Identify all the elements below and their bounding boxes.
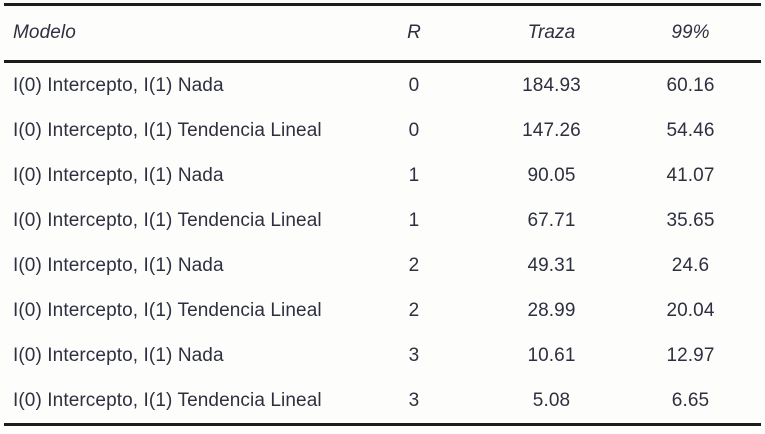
header-row: Modelo R Traza 99%: [4, 4, 761, 63]
table-row: I(0) Intercepto, I(1) Tendencia Lineal 1 6…: [4, 198, 761, 243]
table-row: I(0) Intercepto, I(1) Tendencia Lineal 2 2…: [4, 288, 761, 333]
cell-modelo: I(0) Intercepto, I(1) Nada: [13, 74, 224, 96]
cell-modelo: I(0) Intercepto, I(1) Nada: [13, 344, 224, 366]
cell-traza: 67.71: [527, 209, 576, 231]
table-header: Modelo R Traza 99%: [4, 4, 761, 63]
table-row: I(0) Intercepto, I(1) Nada 3 10.61 12.97: [4, 333, 761, 378]
cell-traza: 147.26: [522, 119, 581, 141]
cell-modelo: I(0) Intercepto, I(1) Nada: [13, 254, 224, 276]
cell-r: 3: [408, 344, 420, 366]
cell-r: 1: [408, 164, 420, 186]
cell-99pct: 35.65: [666, 209, 715, 231]
col-header-modelo: Modelo: [4, 4, 379, 63]
col-header-99pct: 99%: [654, 4, 761, 63]
cell-modelo: I(0) Intercepto, I(1) Tendencia Lineal: [13, 299, 322, 321]
col-header-r: R: [379, 4, 449, 63]
cell-r: 0: [408, 74, 420, 96]
table-row: I(0) Intercepto, I(1) Tendencia Lineal 3 5…: [4, 378, 761, 425]
cell-r: 0: [408, 119, 420, 141]
col-header-traza: Traza: [449, 4, 654, 63]
table-row: I(0) Intercepto, I(1) Tendencia Lineal 0 1…: [4, 108, 761, 153]
cell-99pct: 60.16: [666, 74, 715, 96]
cell-traza: 5.08: [532, 389, 571, 411]
cell-r: 3: [408, 389, 420, 411]
trace-test-table: Modelo R Traza 99% I(0) Intercepto, I(1)…: [4, 3, 761, 426]
table-body: I(0) Intercepto, I(1) Nada 0 184.93 60.16 I(…: [4, 62, 761, 425]
cell-99pct: 24.6: [671, 254, 710, 276]
cell-traza: 28.99: [527, 299, 576, 321]
cell-99pct: 20.04: [666, 299, 715, 321]
table-row: I(0) Intercepto, I(1) Nada 2 49.31 24.6: [4, 243, 761, 288]
table-row: I(0) Intercepto, I(1) Nada 0 184.93 60.16: [4, 62, 761, 109]
cell-traza: 184.93: [522, 74, 581, 96]
cell-99pct: 41.07: [666, 164, 715, 186]
cell-traza: 49.31: [527, 254, 576, 276]
cell-modelo: I(0) Intercepto, I(1) Tendencia Lineal: [13, 209, 322, 231]
table-row: I(0) Intercepto, I(1) Nada 1 90.05 41.07: [4, 153, 761, 198]
cell-99pct: 6.65: [671, 389, 710, 411]
cell-traza: 90.05: [527, 164, 576, 186]
cell-modelo: I(0) Intercepto, I(1) Nada: [13, 164, 224, 186]
cell-modelo: I(0) Intercepto, I(1) Tendencia Lineal: [13, 119, 322, 141]
cell-modelo: I(0) Intercepto, I(1) Tendencia Lineal: [13, 389, 322, 411]
cell-traza: 10.61: [527, 344, 576, 366]
cell-r: 2: [408, 254, 420, 276]
cell-r: 1: [408, 209, 420, 231]
cell-99pct: 54.46: [666, 119, 715, 141]
cell-99pct: 12.97: [666, 344, 715, 366]
cell-r: 2: [408, 299, 420, 321]
